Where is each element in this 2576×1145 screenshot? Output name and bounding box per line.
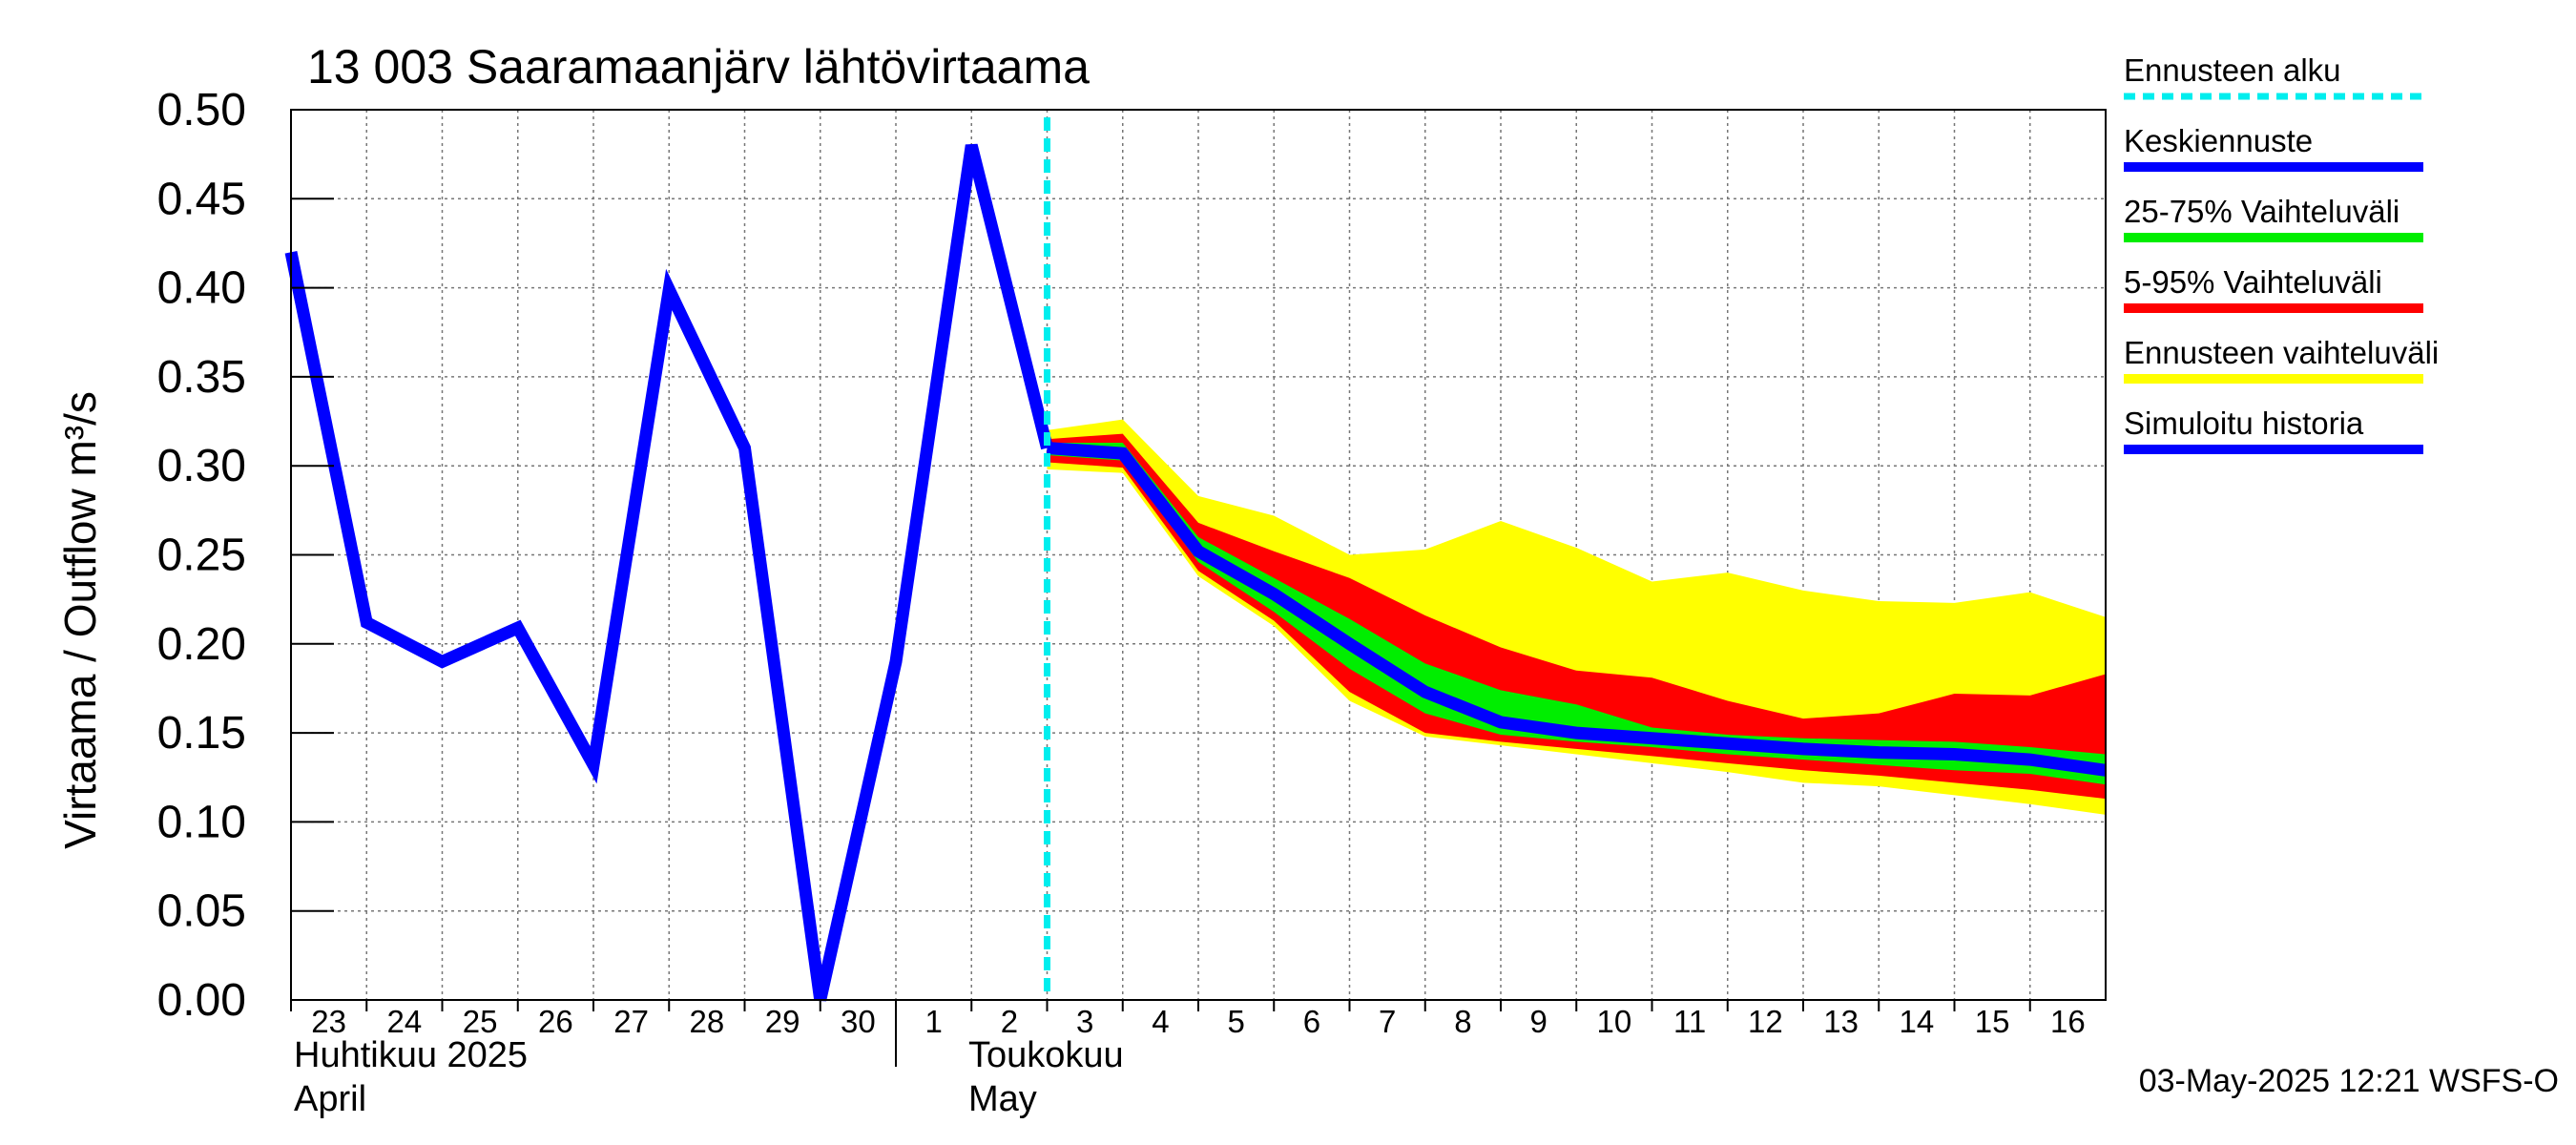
x-tick-label: 8	[1454, 1004, 1471, 1039]
legend-label: 25-75% Vaihteluväli	[2124, 194, 2399, 229]
y-tick-label: 0.45	[157, 174, 246, 224]
y-tick-label: 0.20	[157, 619, 246, 670]
month-label-fi: Toukokuu	[968, 1035, 1124, 1075]
y-tick-label: 0.00	[157, 975, 246, 1026]
x-tick-label: 29	[765, 1004, 800, 1039]
x-tick-label: 7	[1379, 1004, 1396, 1039]
x-tick-label: 12	[1748, 1004, 1783, 1039]
x-tick-label: 30	[841, 1004, 876, 1039]
y-tick-label: 0.15	[157, 708, 246, 759]
x-tick-label: 6	[1303, 1004, 1320, 1039]
month-label-en: April	[294, 1079, 366, 1119]
x-tick-label: 23	[311, 1004, 346, 1039]
y-tick-label: 0.50	[157, 85, 246, 135]
legend: Ennusteen alku Keskiennuste 25-75% Vaihtel…	[2124, 52, 2439, 454]
legend-label: Simuloitu historia	[2124, 406, 2364, 441]
x-tick-label: 14	[1900, 1004, 1935, 1039]
y-tick-label: 0.10	[157, 797, 246, 847]
line-simuloitu-historia	[284, 143, 1053, 1002]
y-tick-label: 0.05	[157, 886, 246, 937]
x-tick-label: 13	[1823, 1004, 1859, 1039]
chart-title: 13 003 Saaramaanjärv lähtövirtaama	[307, 40, 1090, 94]
x-tick-label: 9	[1529, 1004, 1547, 1039]
x-tick-label: 1	[924, 1004, 942, 1039]
y-axis-label: Virtaama / Outflow m³/s	[55, 391, 105, 849]
x-tick-label: 27	[613, 1004, 649, 1039]
band-25-75-vaihteluv-li	[1047, 442, 2106, 785]
legend-label: 5-95% Vaihteluväli	[2124, 264, 2382, 300]
y-tick-label: 0.40	[157, 263, 246, 314]
x-tick-label: 16	[2050, 1004, 2086, 1039]
x-tick-label: 4	[1152, 1004, 1169, 1039]
x-tick-label: 26	[538, 1004, 573, 1039]
x-tick-label: 11	[1673, 1004, 1706, 1039]
legend-label: Keskiennuste	[2124, 123, 2313, 158]
y-tick-label: 0.30	[157, 441, 246, 491]
x-tick-label: 3	[1076, 1004, 1093, 1039]
x-tick-label: 28	[690, 1004, 725, 1039]
x-ticks: 23 24 25 26 27 28 29 30 1 2 3 4 5 6 7 8 9 10 11 12 13 14 15 16	[290, 1000, 2086, 1067]
x-tick-label: 2	[1001, 1004, 1018, 1039]
month-label-en: May	[968, 1079, 1037, 1119]
legend-label: Ennusteen vaihteluväli	[2124, 335, 2439, 370]
y-ticks: 0.00 0.05 0.10 0.15 0.20 0.25 0.30 0.35 0.40 0.45…	[157, 85, 334, 1026]
timestamp-footer: 03-May-2025 12:21 WSFS-O	[2139, 1063, 2559, 1099]
x-tick-label: 15	[1975, 1004, 2010, 1039]
series-lines	[284, 143, 2107, 1002]
x-tick-label: 10	[1597, 1004, 1632, 1039]
y-tick-label: 0.25	[157, 531, 246, 581]
month-label-fi: Huhtikuu 2025	[294, 1035, 528, 1075]
legend-label: Ennusteen alku	[2124, 52, 2341, 88]
x-tick-label: 5	[1227, 1004, 1244, 1039]
line-forecast-median-core	[1047, 444, 2107, 775]
x-tick-label: 24	[387, 1004, 423, 1039]
x-tick-label: 25	[463, 1004, 498, 1039]
gridlines	[291, 110, 2106, 1000]
y-tick-label: 0.35	[157, 352, 246, 403]
